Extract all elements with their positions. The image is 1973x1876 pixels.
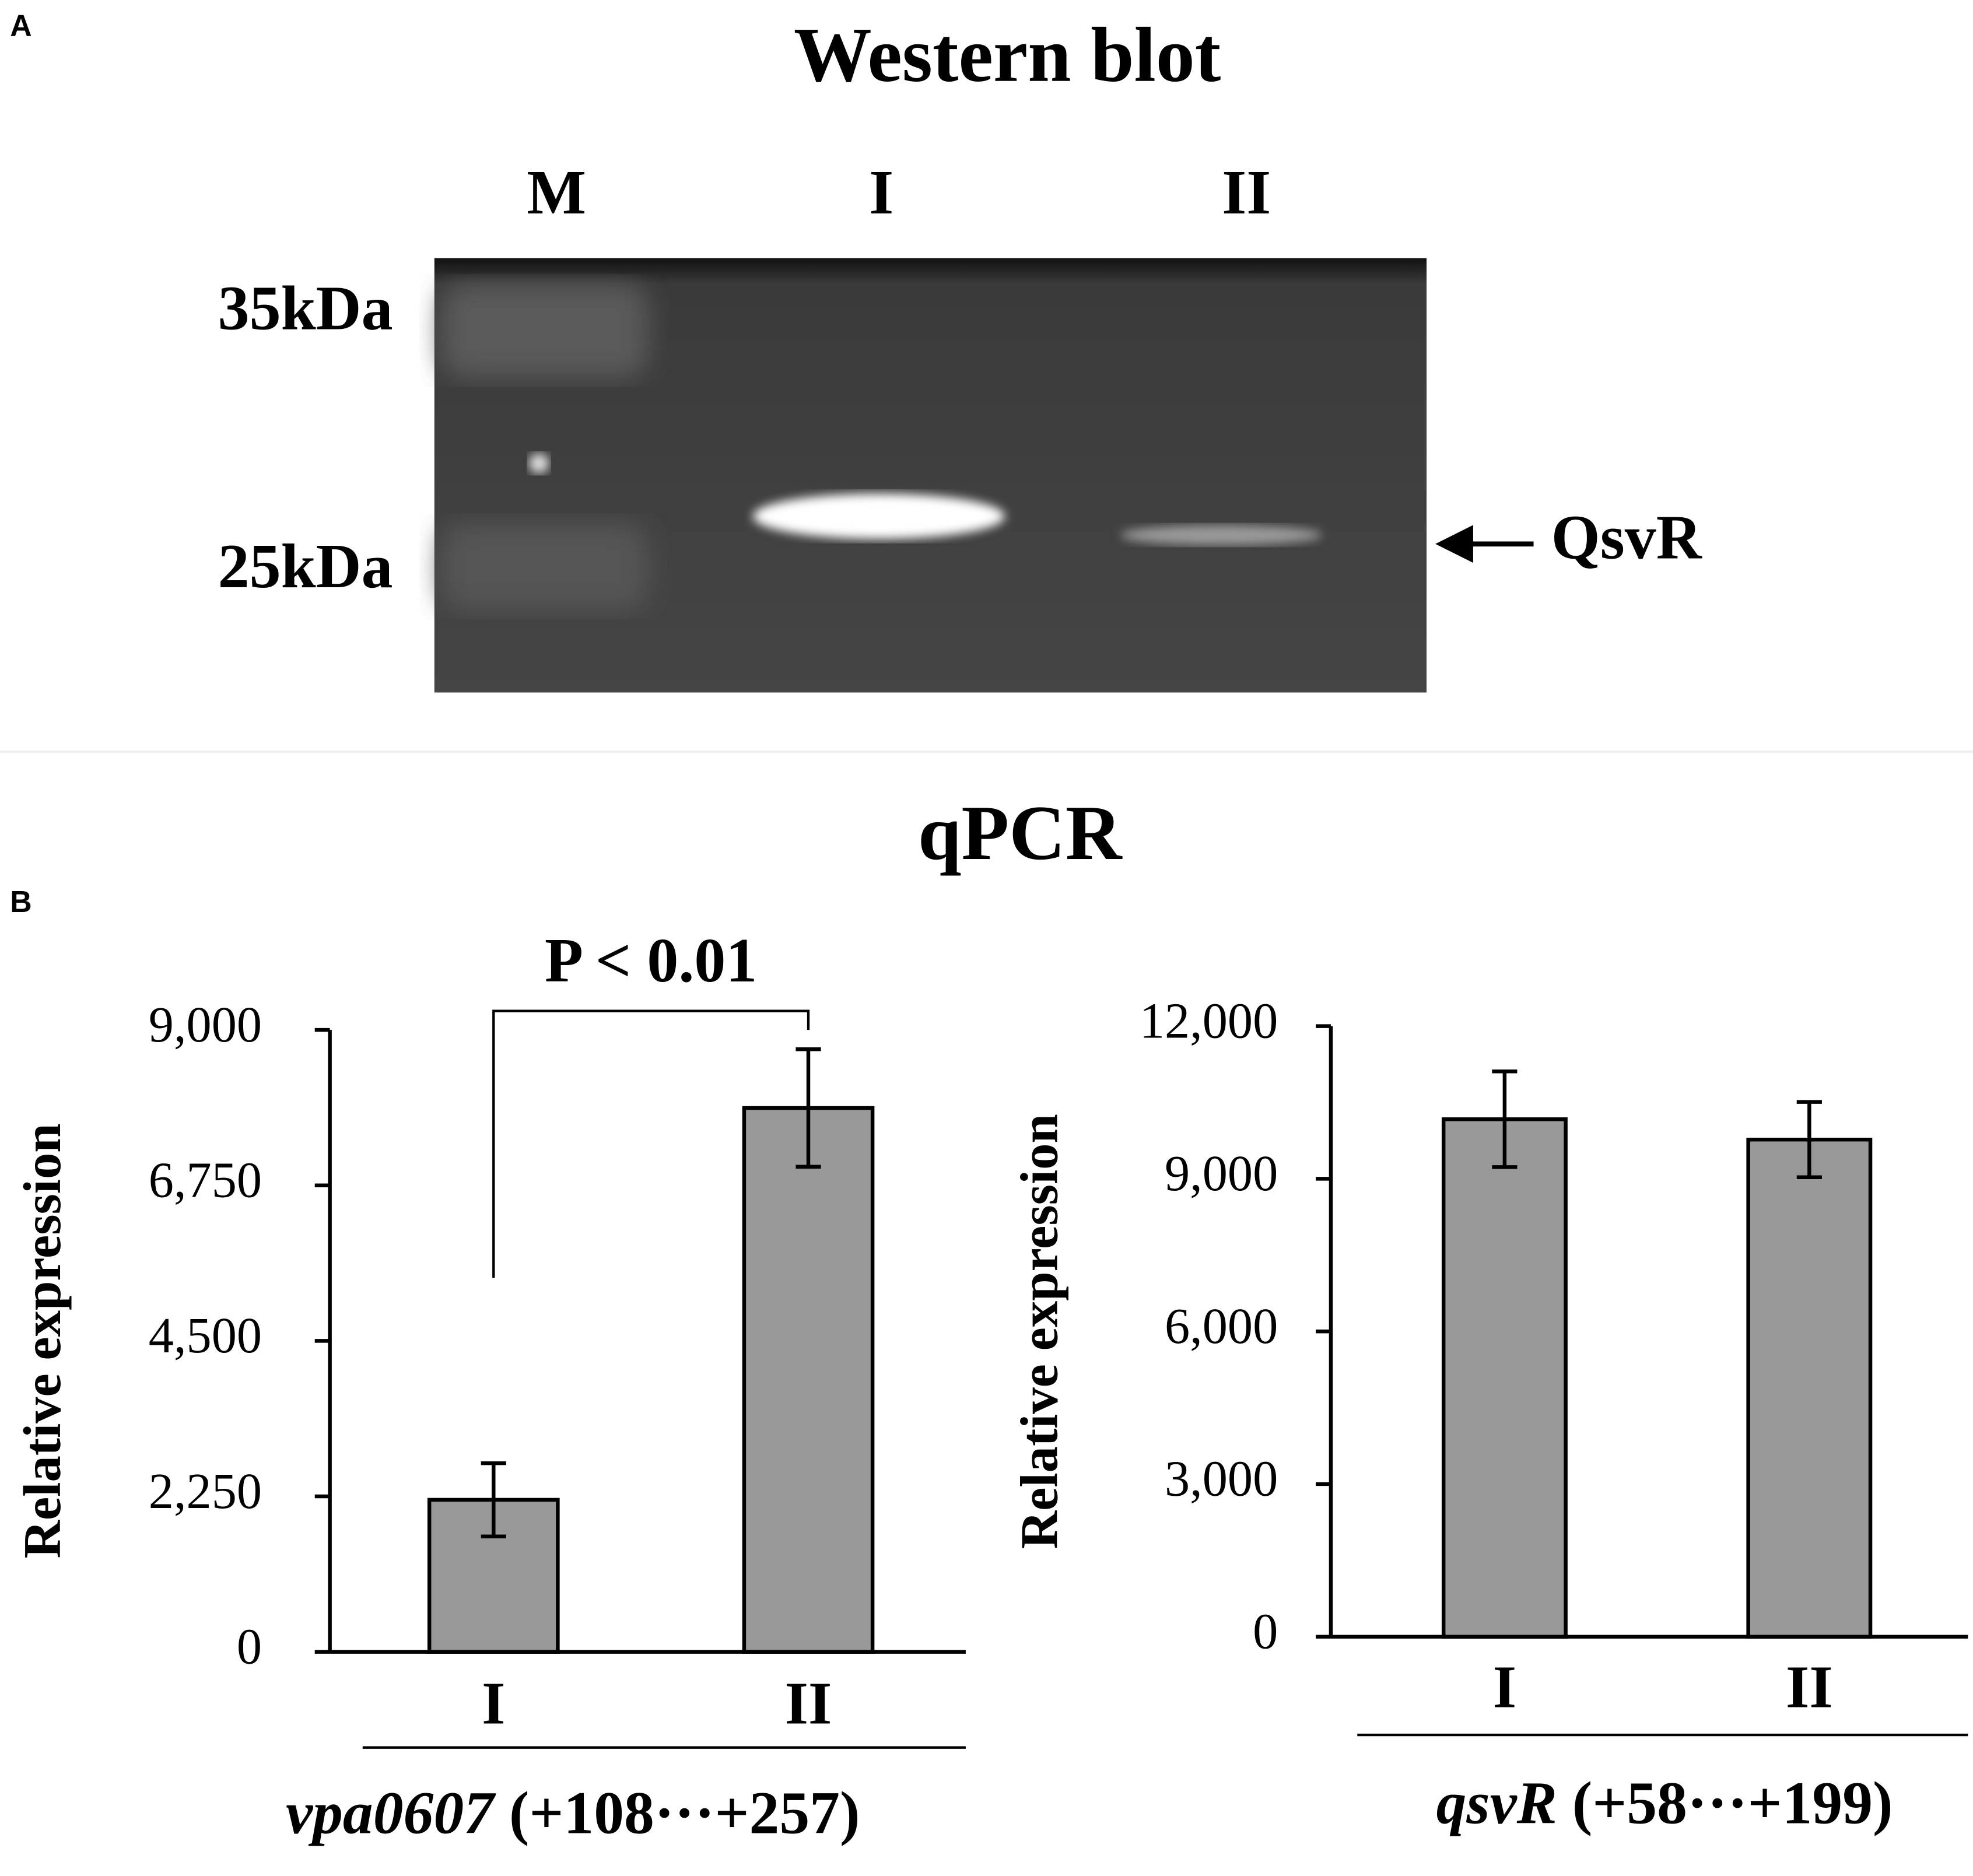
y-tick-label: 12,000 [1140, 993, 1278, 1049]
bar [1441, 1117, 1568, 1639]
marker-label: 35kDa [218, 274, 393, 343]
y-tick-label: 0 [237, 1618, 262, 1674]
region: (+108···+257) [509, 1780, 860, 1847]
lane-label: I [869, 158, 893, 227]
lane-label: II [1222, 158, 1271, 227]
x-axis-label: qsvR (+58···+199) [1436, 1770, 1893, 1836]
marker-label: 25kDa [218, 532, 393, 601]
region: (+58···+199) [1572, 1770, 1893, 1836]
y-tick-label: 6,000 [1165, 1298, 1278, 1354]
y-tick-label: 9,000 [149, 997, 262, 1053]
gene-name: qsvR [1436, 1770, 1557, 1836]
gene-name: vpa0607 [286, 1780, 496, 1847]
y-tick-label: 0 [1253, 1604, 1278, 1660]
band-label: QsvR [1551, 503, 1702, 573]
panel-label: B [10, 885, 31, 918]
error-bar [1796, 1100, 1822, 1180]
arrow [1435, 525, 1534, 563]
panel-title: Western blot [794, 12, 1221, 98]
y-tick-label: 9,000 [1165, 1145, 1278, 1201]
y-tick-label: 3,000 [1165, 1451, 1278, 1507]
error-bar [795, 1047, 821, 1169]
x-tick-label: II [785, 1671, 832, 1737]
panel-label: A [10, 8, 31, 42]
bar [742, 1106, 875, 1654]
blot-image [434, 258, 1427, 693]
x-tick-label: II [1786, 1654, 1833, 1721]
y-tick-label: 6,750 [149, 1152, 262, 1208]
y-axis-label: Relative expression [1010, 1114, 1069, 1549]
bar [1746, 1137, 1873, 1639]
y-tick-label: 2,250 [149, 1463, 262, 1519]
x-tick-label: I [1493, 1654, 1516, 1721]
lane-label: M [527, 158, 586, 227]
y-axis-label: Relative expression [13, 1123, 72, 1558]
error-bar [1492, 1070, 1518, 1169]
y-tick-label: 4,500 [149, 1307, 262, 1363]
panel-title: qPCR [918, 790, 1123, 876]
x-tick-label: I [482, 1671, 505, 1737]
annotation: P < 0.01 [545, 926, 757, 995]
error-bar [481, 1461, 506, 1538]
significance-bracket [492, 1009, 810, 1278]
x-axis-label: vpa0607 (+108···+257) [286, 1780, 860, 1847]
